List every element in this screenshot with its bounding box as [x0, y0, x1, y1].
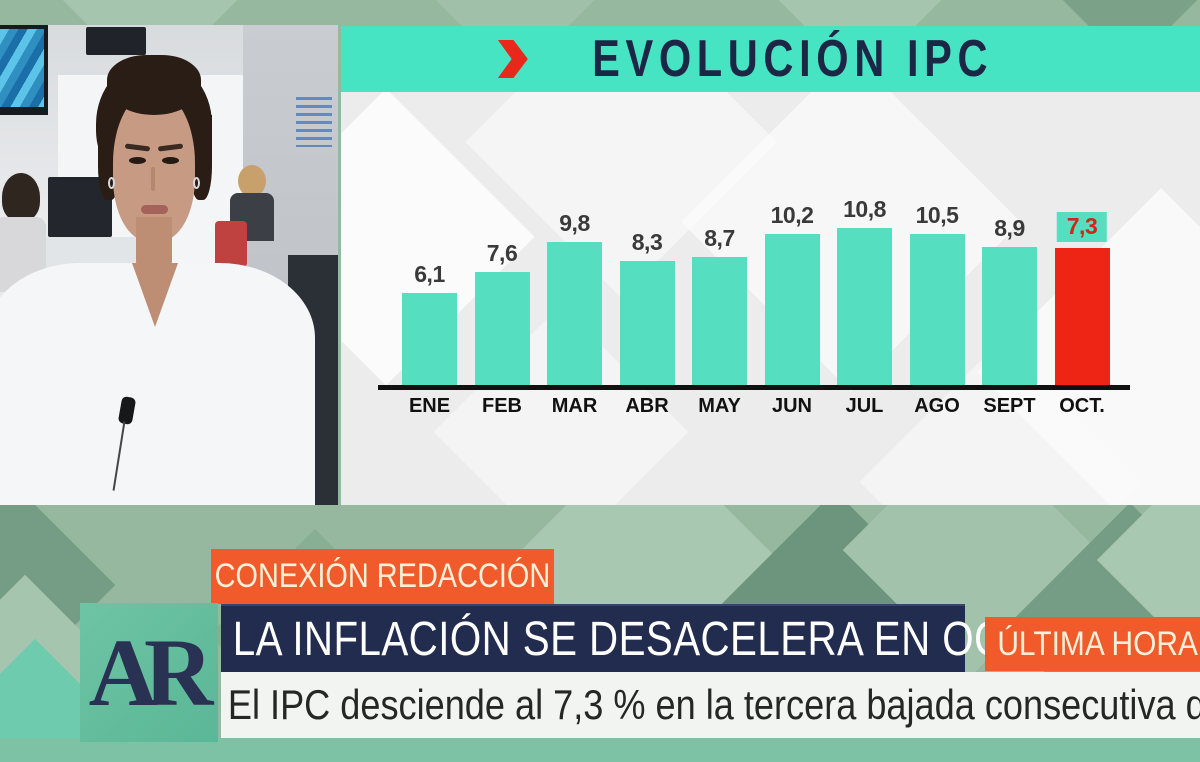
- presenter-eye: [162, 157, 179, 164]
- chevron-right-icon: [497, 40, 528, 78]
- breaking-news-badge: ÚLTIMA HORA: [985, 617, 1200, 671]
- bar-value-label: 8,9: [994, 215, 1025, 241]
- chart-header-banner: EVOLUCIÓN IPC: [341, 26, 1200, 92]
- x-axis-line: [378, 385, 1130, 390]
- bar-jul: [837, 228, 892, 385]
- bar-feb: [474, 272, 530, 385]
- chart-bars: 6,1 ENE 7,6 FEB 9,8 MAR 8,3 ABR 8,7 MAY 10,2 JUN 10,…: [341, 92, 1200, 505]
- bar-jun: [764, 234, 820, 385]
- presenter-hair: [107, 55, 201, 115]
- background-person: [2, 173, 40, 221]
- bar-abr: [619, 261, 675, 385]
- x-axis-label: JUL: [845, 395, 884, 417]
- presenter-eye: [129, 157, 146, 164]
- bar-value-label: 10,8: [843, 196, 886, 222]
- bar-value-label: 7,6: [486, 240, 518, 266]
- x-axis-label: SEPT: [983, 395, 1036, 417]
- presenter-lips: [141, 205, 168, 214]
- bar-sept: [982, 247, 1037, 385]
- x-axis-label: OCT.: [1059, 395, 1105, 417]
- bar-value-label: 8,3: [631, 229, 663, 255]
- bar-ene: [402, 293, 457, 385]
- x-axis-label: AGO: [914, 395, 960, 417]
- bar-value-label: 10,5: [915, 202, 959, 228]
- x-axis-label: FEB: [482, 395, 522, 417]
- kicker-label: CONEXIÓN REDACCIÓN: [214, 557, 551, 595]
- newsroom-tv-screen: [0, 25, 48, 115]
- bar-oct: [1054, 248, 1110, 385]
- lower-third-headline: LA INFLACIÓN SE DESACELERA EN OCTUBRE: [221, 604, 1142, 672]
- program-logo: AR: [80, 603, 218, 742]
- bar-value-label: 9,8: [559, 210, 590, 236]
- x-axis-label: ABR: [625, 395, 669, 417]
- ticker-text: El IPC desciende al 7,3 % en la tercera …: [227, 681, 1200, 728]
- background-person: [238, 165, 266, 197]
- bar-may: [692, 257, 747, 385]
- chart-panel: 6,1 ENE 7,6 FEB 9,8 MAR 8,3 ABR 8,7 MAY 10,2 JUN 10,…: [341, 92, 1200, 505]
- x-axis-label: ENE: [408, 395, 451, 417]
- presenter-face: [113, 91, 195, 241]
- live-video-feed: [0, 25, 338, 505]
- breaking-label: ÚLTIMA HORA: [997, 624, 1198, 663]
- desk-object: [215, 221, 247, 267]
- news-ticker: El IPC desciende al 7,3 % en la tercera …: [221, 672, 1200, 738]
- bar-value-label: 7,3: [1056, 212, 1108, 242]
- wall-sign: [296, 97, 332, 147]
- lower-third-kicker: CONEXIÓN REDACCIÓN: [211, 549, 554, 604]
- bottom-band: [0, 738, 1200, 762]
- bar-ago: [909, 234, 965, 385]
- ceiling-monitor: [86, 27, 146, 55]
- bar-mar: [547, 242, 602, 385]
- program-logo-text: AR: [88, 618, 214, 726]
- bar-value-label: 8,7: [704, 225, 735, 251]
- presenter-nose: [151, 167, 155, 191]
- x-axis-label: MAR: [551, 395, 598, 417]
- presenter-earring: [108, 177, 115, 189]
- presenter-earring: [193, 177, 200, 189]
- x-axis-label: MAY: [698, 395, 741, 417]
- bar-value-label: 6,1: [414, 261, 445, 287]
- chart-title: EVOLUCIÓN IPC: [591, 30, 993, 88]
- bar-value-label: 10,2: [770, 202, 814, 228]
- x-axis-label: JUN: [771, 395, 813, 417]
